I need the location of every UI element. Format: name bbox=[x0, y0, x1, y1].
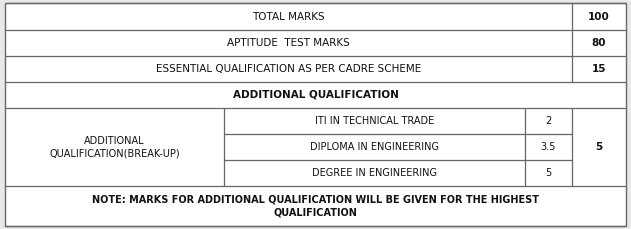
Text: ITI IN TECHNICAL TRADE: ITI IN TECHNICAL TRADE bbox=[315, 116, 434, 126]
Text: 3.5: 3.5 bbox=[541, 142, 556, 152]
Text: NOTE: MARKS FOR ADDITIONAL QUALIFICATION WILL BE GIVEN FOR THE HIGHEST
QUALIFICA: NOTE: MARKS FOR ADDITIONAL QUALIFICATION… bbox=[92, 195, 539, 217]
Text: 100: 100 bbox=[588, 11, 610, 22]
Text: 5: 5 bbox=[545, 168, 551, 178]
Text: 5: 5 bbox=[595, 142, 603, 152]
Text: ADDITIONAL QUALIFICATION: ADDITIONAL QUALIFICATION bbox=[233, 90, 398, 100]
Text: ESSENTIAL QUALIFICATION AS PER CADRE SCHEME: ESSENTIAL QUALIFICATION AS PER CADRE SCH… bbox=[156, 64, 421, 74]
Text: DEGREE IN ENGINEERING: DEGREE IN ENGINEERING bbox=[312, 168, 437, 178]
Text: 2: 2 bbox=[545, 116, 551, 126]
Text: APTITUDE  TEST MARKS: APTITUDE TEST MARKS bbox=[227, 38, 350, 48]
Text: 80: 80 bbox=[592, 38, 606, 48]
Text: DIPLOMA IN ENGINEERING: DIPLOMA IN ENGINEERING bbox=[310, 142, 439, 152]
Text: 15: 15 bbox=[592, 64, 606, 74]
Text: TOTAL MARKS: TOTAL MARKS bbox=[252, 11, 325, 22]
Text: ADDITIONAL
QUALIFICATION(BREAK-UP): ADDITIONAL QUALIFICATION(BREAK-UP) bbox=[49, 136, 180, 158]
